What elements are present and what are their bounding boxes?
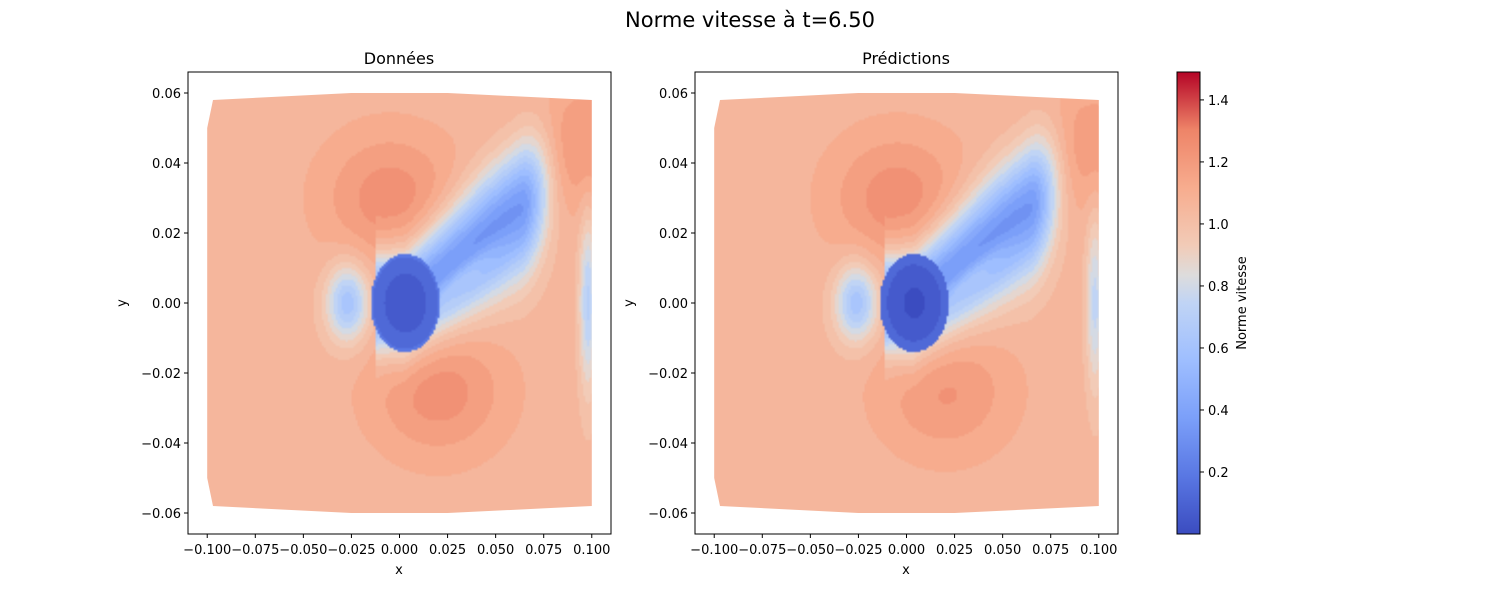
y-tick-label: −0.04 xyxy=(648,437,688,452)
x-tick-label: 0.100 xyxy=(1080,543,1117,558)
x-tick-label: 0.075 xyxy=(1032,543,1069,558)
colorbar-tick-label: 1.2 xyxy=(1208,156,1229,171)
y-tick-label: 0.02 xyxy=(659,227,688,242)
x-tick-label: 0.000 xyxy=(381,543,418,558)
colorbar-tick-label: 0.8 xyxy=(1208,280,1229,295)
velocity-field-image xyxy=(714,93,1099,513)
y-tick-label: 0.04 xyxy=(659,157,688,172)
y-tick-label: −0.02 xyxy=(648,367,688,382)
colorbar-ticks: 0.2 0.4 0.6 0.8 1.0 1.2 1.4 xyxy=(1200,94,1229,481)
x-axis-label: x xyxy=(395,563,403,578)
colorbar: 0.2 0.4 0.6 0.8 1.0 1.2 1.4 Norme vitesse xyxy=(1176,71,1250,535)
figure-suptitle: Norme vitesse à t=6.50 xyxy=(625,8,875,32)
y-axis-label: y xyxy=(622,299,637,307)
subplot-data: Données −0.100 −0.075 −0.050 −0.025 0.000 0.0… xyxy=(115,49,612,578)
colorbar-gradient xyxy=(1176,71,1201,535)
colorbar-label: Norme vitesse xyxy=(1235,256,1250,350)
x-axis-ticks: −0.100 −0.075 −0.050 −0.025 0.000 0.025 0.050 0… xyxy=(690,534,1117,558)
y-axis-label: y xyxy=(115,299,130,307)
y-tick-label: −0.04 xyxy=(141,437,181,452)
x-tick-label: −0.075 xyxy=(738,543,786,558)
x-tick-label: 0.000 xyxy=(888,543,925,558)
x-tick-label: 0.050 xyxy=(477,543,514,558)
y-axis-ticks: 0.06 0.04 0.02 0.00 −0.02 −0.04 −0.06 xyxy=(648,87,695,522)
colorbar-tick-label: 1.4 xyxy=(1208,94,1229,109)
x-tick-label: −0.025 xyxy=(327,543,375,558)
x-axis-ticks: −0.100 −0.075 −0.050 −0.025 0.000 0.025 0.050 0… xyxy=(183,534,610,558)
y-tick-label: 0.02 xyxy=(152,227,181,242)
x-tick-label: 0.025 xyxy=(429,543,466,558)
x-tick-label: −0.100 xyxy=(690,543,738,558)
y-tick-label: 0.00 xyxy=(152,297,181,312)
y-tick-label: −0.06 xyxy=(141,507,181,522)
x-tick-label: −0.075 xyxy=(231,543,279,558)
y-tick-label: 0.06 xyxy=(659,87,688,102)
velocity-field-image xyxy=(207,93,592,513)
subplot-predictions: Prédictions −0.100 −0.075 −0.050 −0.025 0.00… xyxy=(622,49,1119,578)
colorbar-tick-label: 1.0 xyxy=(1208,218,1229,233)
x-tick-label: −0.100 xyxy=(183,543,231,558)
x-tick-label: −0.050 xyxy=(279,543,327,558)
y-tick-label: 0.06 xyxy=(152,87,181,102)
y-tick-label: 0.00 xyxy=(659,297,688,312)
x-tick-label: 0.100 xyxy=(573,543,610,558)
y-axis-ticks: 0.06 0.04 0.02 0.00 −0.02 −0.04 −0.06 xyxy=(141,87,188,522)
colorbar-tick-label: 0.4 xyxy=(1208,404,1229,419)
x-tick-label: 0.050 xyxy=(984,543,1021,558)
colorbar-tick-label: 0.2 xyxy=(1208,466,1229,481)
x-tick-label: −0.025 xyxy=(834,543,882,558)
x-tick-label: 0.075 xyxy=(525,543,562,558)
y-tick-label: −0.06 xyxy=(648,507,688,522)
x-tick-label: −0.050 xyxy=(786,543,834,558)
x-tick-label: 0.025 xyxy=(936,543,973,558)
subplot-title: Prédictions xyxy=(862,49,950,68)
colorbar-tick-label: 0.6 xyxy=(1208,342,1229,357)
x-axis-label: x xyxy=(902,563,910,578)
subplot-title: Données xyxy=(364,49,434,68)
y-tick-label: 0.04 xyxy=(152,157,181,172)
y-tick-label: −0.02 xyxy=(141,367,181,382)
